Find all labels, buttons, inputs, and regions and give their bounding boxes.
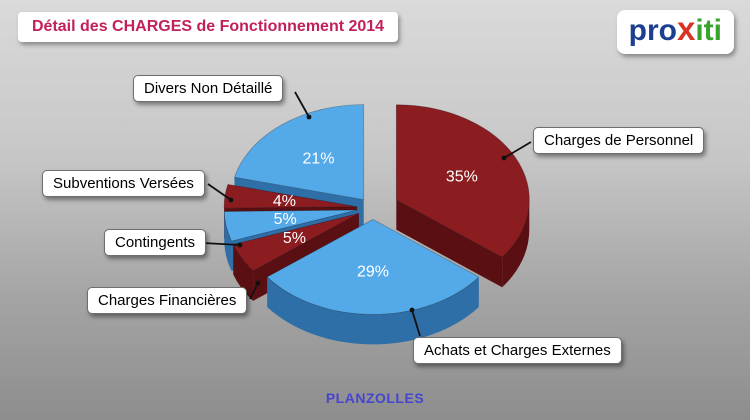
pie-slices (223, 104, 530, 345)
pie-slice-wall-achats-et-charges-externes (267, 276, 479, 345)
callout-line-divers (294, 91, 310, 118)
callout-label-divers-non-detaille: Divers Non Détaillé (133, 75, 284, 102)
callout-dot-divers (306, 114, 312, 120)
callout-dot-contingents (237, 242, 243, 248)
slice-percent-label-achats-et-charges-externes: 29% (357, 264, 389, 281)
footer-place-name: PLANZOLLES (325, 390, 425, 406)
logo-x-icon: x (676, 10, 696, 47)
callout-label-charges-financieres: Charges Financières (87, 287, 248, 314)
pie-slice-side-charges-de-personnel (396, 199, 503, 288)
callout-label-achats-et-charges-externes: Achats et Charges Externes (413, 337, 622, 364)
brand-logo: proxiti (616, 10, 734, 54)
logo-text-pro: pro (628, 14, 677, 47)
callout-label-charges-de-personnel: Charges de Personnel (533, 127, 705, 154)
callout-dot-financieres (255, 280, 261, 286)
pie-slice-charges-de-personnel (395, 104, 530, 258)
slice-percent-label-subventions-versees: 4% (273, 193, 296, 210)
pie-slice-wall-charges-financieres (233, 244, 254, 301)
logo-text-iti: iti (695, 14, 722, 47)
pie-slice-contingents (223, 209, 358, 242)
page-title-text: Détail des CHARGES de Fonctionnement 201… (32, 18, 385, 35)
callout-line-contingents (202, 242, 241, 246)
callout-dot-personnel (501, 155, 507, 161)
callout-label-contingents: Contingents (104, 229, 207, 256)
pie-slice-achats-et-charges-externes (266, 219, 480, 315)
slice-percent-label-contingents: 5% (274, 211, 297, 228)
pie-percent-labels: 35%29%5%5%4%21% (273, 151, 478, 281)
callout-dot-subventions (228, 197, 234, 203)
callout-lines (202, 91, 532, 337)
pie-slice-wall-charges-de-personnel (502, 199, 530, 288)
callout-label-subventions-versees: Subventions Versées (42, 170, 205, 197)
callout-line-financieres (249, 282, 259, 300)
pie-slice-wall-contingents (224, 211, 232, 272)
page-title: Détail des CHARGES de Fonctionnement 201… (18, 12, 399, 42)
callout-line-subventions (207, 183, 232, 201)
slice-percent-label-charges-financieres: 5% (283, 230, 306, 247)
callout-line-personnel (503, 141, 532, 159)
pie-slice-divers-non-detaille (234, 104, 365, 200)
callout-dot-achats (409, 307, 415, 313)
slice-percent-label-divers-non-detaille: 21% (302, 151, 334, 168)
callout-line-achats (411, 309, 421, 337)
slice-percent-label-charges-de-personnel: 35% (446, 169, 478, 186)
